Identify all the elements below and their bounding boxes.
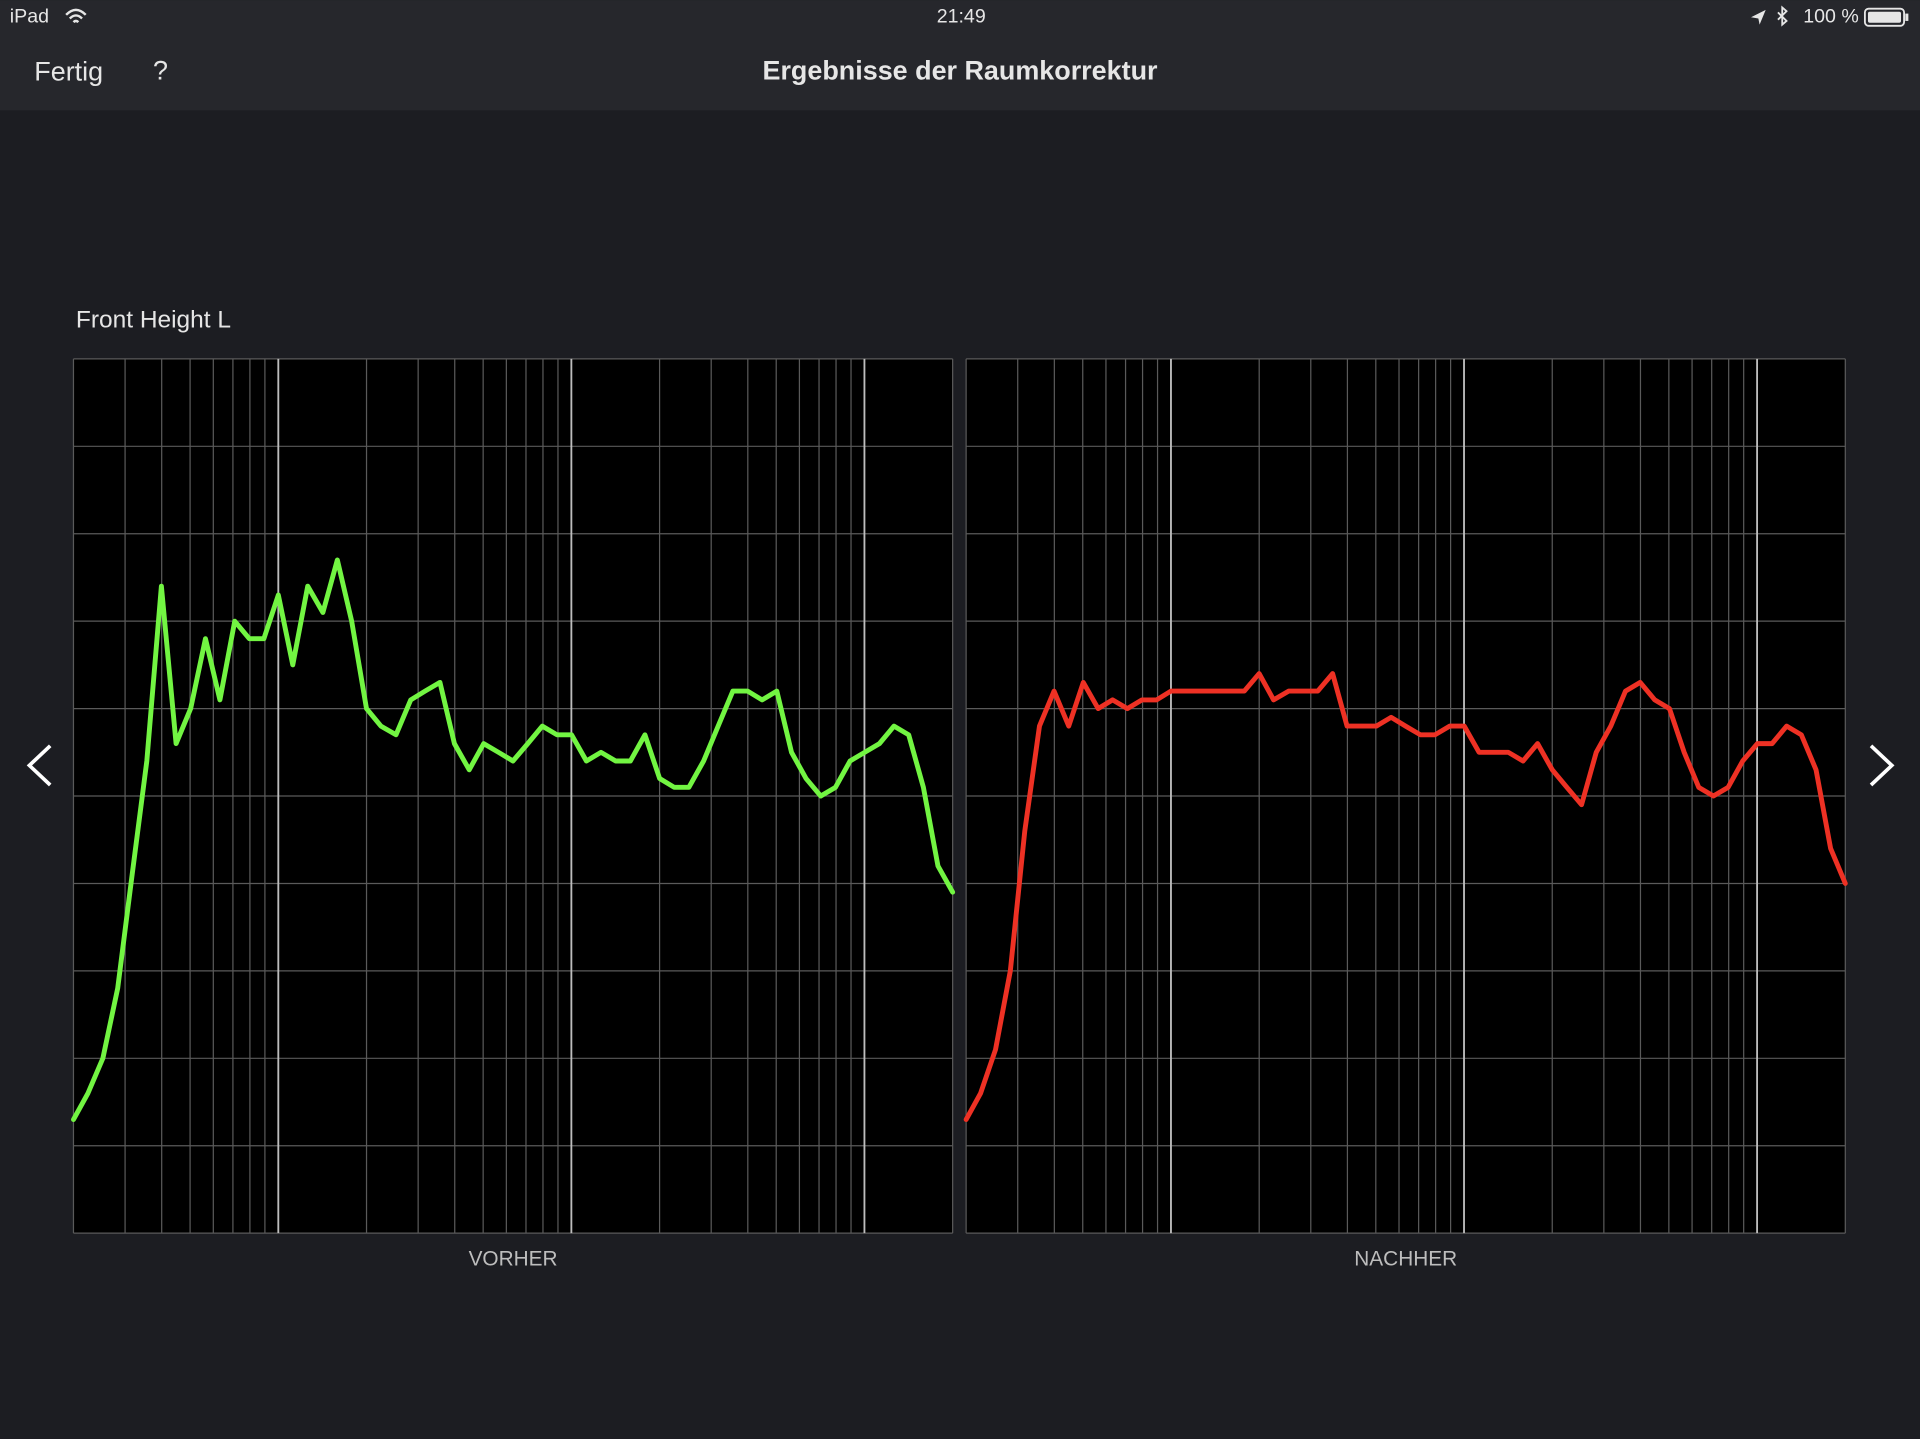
chart-label: NACHHER [1354, 1248, 1457, 1271]
wifi-icon [65, 8, 87, 24]
done-button[interactable]: Fertig [34, 57, 103, 87]
previous-button[interactable] [26, 744, 52, 787]
device-label: iPad [10, 5, 49, 27]
location-icon [1751, 9, 1766, 25]
charts: VORHER NACHHER [71, 358, 1848, 1271]
navigation-bar [0, 0, 1920, 111]
nav-title: Ergebnisse der Raumkorrektur [763, 55, 1159, 85]
section-title: Front Height L [76, 306, 231, 333]
help-button[interactable]: ? [153, 55, 168, 85]
response-line [71, 557, 956, 1122]
battery-tip [1905, 13, 1909, 21]
next-button[interactable] [1869, 744, 1895, 787]
clock: 21:49 [937, 5, 986, 27]
response-line [963, 671, 1848, 1122]
battery-outline [1863, 7, 1906, 27]
bluetooth-icon [1777, 5, 1788, 27]
battery-level [1867, 11, 1902, 23]
chart-label: VORHER [469, 1248, 558, 1271]
battery-label: 100 % [1803, 5, 1859, 27]
